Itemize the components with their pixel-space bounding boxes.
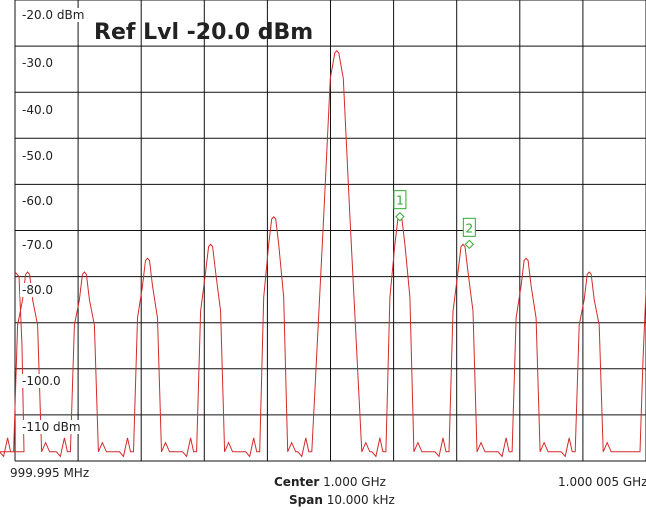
marker-1[interactable]: 1 xyxy=(393,190,407,222)
marker-diamond-icon xyxy=(464,239,475,250)
y-tick-label: -40.0 xyxy=(20,103,56,117)
span-value: 10.000 kHz xyxy=(326,493,395,507)
y-tick-label: -50.0 xyxy=(20,149,56,163)
marker-label: 1 xyxy=(396,194,404,208)
marker-layer: 12 xyxy=(393,190,476,250)
center-label: Center xyxy=(274,475,320,489)
x-start-label: 999.995 MHz xyxy=(10,466,90,480)
marker-label: 2 xyxy=(465,221,473,235)
y-tick-label: -100.0 xyxy=(20,374,63,388)
center-value: 1.000 GHz xyxy=(323,475,386,489)
y-tick-label: -110 dBm xyxy=(20,420,83,434)
center-frequency: Center 1.000 GHz xyxy=(274,475,386,489)
y-tick-label: -80.0 xyxy=(20,283,56,297)
spectrum-trace xyxy=(0,49,646,458)
marker-2[interactable]: 2 xyxy=(462,217,476,250)
marker-box xyxy=(393,190,407,210)
y-tick-label: -70.0 xyxy=(20,238,56,252)
spectrum-display: 12 xyxy=(0,0,646,462)
y-tick-label: -20.0 dBm xyxy=(20,8,87,22)
span-label: Span xyxy=(289,493,323,507)
x-stop-label: 1.000 005 GHz xyxy=(558,475,646,489)
y-tick-label: -60.0 xyxy=(20,194,56,208)
grid xyxy=(14,0,646,462)
marker-box xyxy=(462,217,476,237)
marker-diamond-icon xyxy=(395,211,405,222)
y-tick-label: -30.0 xyxy=(20,56,56,70)
reference-level-title: Ref Lvl -20.0 dBm xyxy=(94,20,314,45)
span-frequency: Span 10.000 kHz xyxy=(289,493,395,507)
